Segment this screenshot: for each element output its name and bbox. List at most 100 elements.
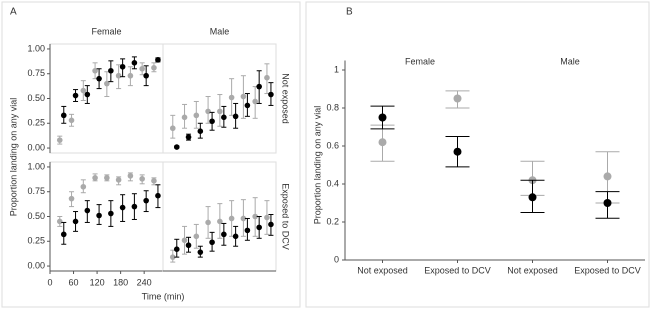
point: [104, 80, 110, 87]
y-tick-label: 1.00: [27, 161, 45, 171]
point: [217, 108, 223, 115]
point: [68, 117, 75, 124]
point: [205, 219, 211, 226]
point: [119, 63, 126, 70]
point: [603, 172, 612, 181]
point: [56, 218, 63, 225]
point: [173, 246, 180, 252]
point: [453, 147, 462, 156]
y-tick-label: 0.50: [27, 211, 45, 221]
point: [252, 213, 258, 220]
point: [143, 72, 149, 79]
facet-label: Female: [405, 56, 435, 66]
x-tick-label: Exposed to DCV: [574, 265, 641, 275]
point: [185, 242, 192, 249]
point: [244, 102, 251, 109]
y-tick-label: 0.25: [27, 236, 45, 246]
point: [169, 125, 176, 132]
point: [92, 67, 98, 74]
x-tick-label: 240: [137, 277, 152, 287]
point: [221, 231, 227, 238]
facet-label: Exposed to DCV: [281, 183, 291, 250]
facet-frame: [49, 43, 164, 154]
point: [131, 203, 138, 210]
point: [92, 175, 98, 181]
panel-b-frame: [305, 1, 650, 308]
point: [221, 114, 227, 121]
panel-a-frame: [1, 1, 301, 308]
point: [80, 183, 87, 190]
point: [268, 91, 274, 98]
y-tick-label: 0.00: [27, 260, 45, 270]
point: [256, 224, 262, 231]
x-tick-label: 120: [90, 277, 105, 287]
point: [209, 239, 215, 246]
y-tick-label: 1.00: [27, 43, 45, 53]
y-tick-label: 0.50: [27, 93, 45, 103]
y-tick-label: 0.8: [326, 102, 339, 112]
point: [173, 144, 180, 150]
point: [155, 57, 161, 63]
point: [72, 92, 79, 99]
point: [139, 176, 145, 182]
y-axis-label: Proportion landing on any vial: [312, 106, 322, 225]
x-tick-label: 60: [69, 277, 79, 287]
point: [228, 94, 235, 101]
point: [256, 83, 262, 90]
facet-label: Not exposed: [281, 73, 291, 124]
point: [151, 178, 157, 184]
point: [151, 64, 157, 71]
point: [84, 91, 91, 98]
facet-label: Female: [91, 26, 121, 36]
y-tick-label: 0.00: [27, 142, 45, 152]
point: [181, 237, 188, 244]
point: [60, 231, 67, 238]
point: [378, 138, 387, 147]
y-tick-label: 0.75: [27, 68, 45, 78]
point: [240, 215, 247, 222]
facet-label: Male: [210, 26, 230, 36]
point: [131, 60, 138, 66]
point: [56, 137, 63, 143]
point: [240, 93, 247, 100]
y-tick-label: 0.6: [326, 140, 339, 150]
point: [127, 72, 134, 79]
point: [169, 254, 176, 260]
point: [155, 192, 161, 199]
point: [453, 94, 462, 103]
x-tick-label: Exposed to DCV: [424, 265, 491, 275]
point: [232, 113, 239, 120]
y-tick-label: 0.4: [326, 178, 339, 188]
y-tick-label: 0: [334, 254, 339, 264]
point: [115, 177, 122, 183]
point: [197, 249, 204, 255]
point: [72, 218, 79, 225]
x-tick-label: Not exposed: [507, 265, 558, 275]
point: [528, 193, 537, 202]
point: [244, 227, 251, 234]
panel-label: B: [346, 7, 353, 18]
y-axis-label: Proportion landing on any vial: [8, 98, 18, 217]
point: [603, 199, 612, 207]
point: [197, 128, 204, 134]
point: [181, 114, 188, 121]
point: [108, 67, 114, 74]
point: [143, 197, 149, 204]
point: [84, 207, 91, 214]
point: [68, 195, 75, 202]
point: [185, 134, 192, 140]
point: [108, 210, 114, 217]
point: [80, 87, 87, 94]
point: [96, 212, 102, 219]
point: [119, 204, 126, 211]
point: [268, 221, 274, 228]
y-tick-label: 0.25: [27, 118, 45, 128]
x-tick-label: 0: [47, 277, 52, 287]
point: [115, 72, 122, 79]
point: [60, 112, 67, 119]
point: [264, 214, 270, 221]
x-tick-label: Not exposed: [357, 265, 408, 275]
y-tick-label: 1: [334, 64, 339, 74]
x-axis-label: Time (min): [142, 291, 185, 301]
